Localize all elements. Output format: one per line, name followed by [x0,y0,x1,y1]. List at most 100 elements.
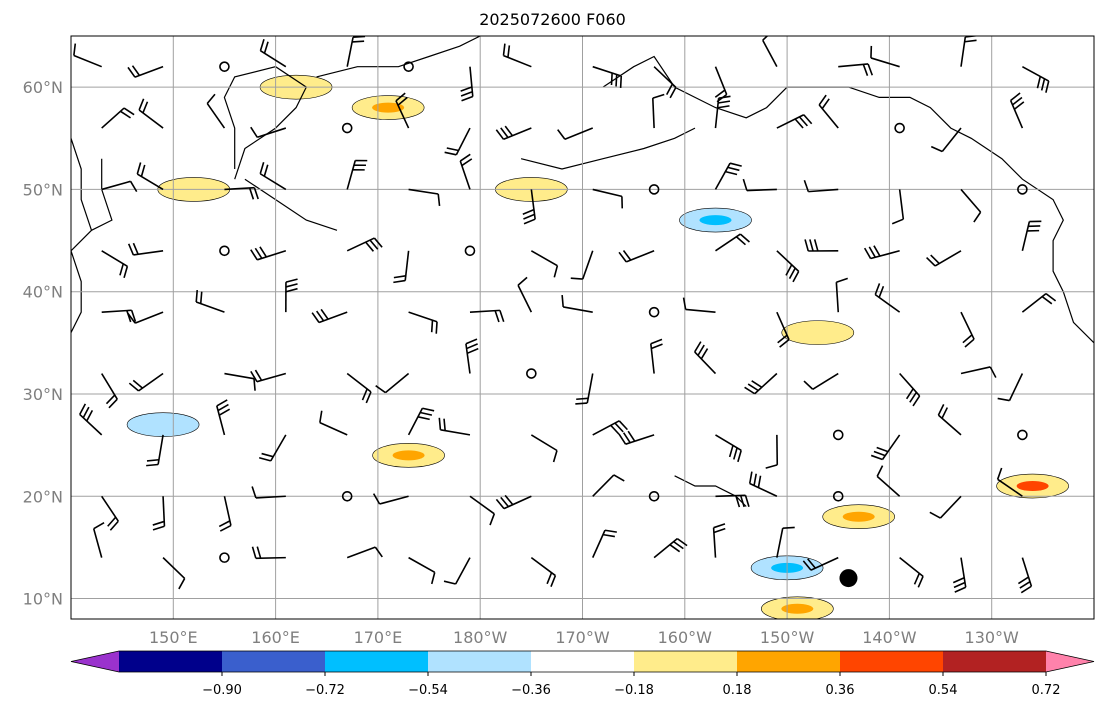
wind-barb [592,65,623,88]
shaded-region-6 [781,320,855,345]
wind-barb [863,245,900,260]
wind-barb [319,410,348,436]
colorbar-tick-label: −0.54 [408,683,448,698]
calm-wind-circle [403,61,414,72]
wind-barb [870,434,901,461]
wind-barb [929,495,962,519]
calm-wind-circle [219,552,230,563]
gridlines [71,36,1094,619]
calm-wind-circle [894,122,905,134]
wind-barb [395,92,410,129]
colorbar-tick-label: 0.18 [723,683,752,698]
wind-barb [216,399,231,436]
colorbar-segment [119,651,223,672]
lon-label: 160°E [251,628,300,647]
wind-barb [251,486,286,499]
wind-barb [459,153,473,190]
wind-barb [101,180,138,193]
colorbar: −0.90 −0.72 −0.54 −0.36 −0.18 0.18 0.36 0.54 0.7… [70,650,1095,698]
lon-label: 150°E [149,628,198,647]
wind-barb [561,294,593,313]
colorbar-extend-high [1046,651,1094,672]
wind-barb [443,557,471,585]
wind-barb [575,373,594,405]
wind-barb [997,373,1024,402]
shaded-core-7 [392,450,425,461]
wind-barb [79,403,103,436]
wind-barb [776,311,790,348]
wind-barb [835,277,848,313]
wind-barb [375,372,410,394]
wind-barb [224,186,259,200]
colorbar-tick-label: 0.36 [826,683,855,698]
wind-barb [407,407,435,436]
wind-barb [101,495,119,531]
wind-barb [224,372,256,391]
wind-barb [92,521,105,558]
wind-barb [218,496,232,532]
wind-barb [714,162,742,190]
wind-barb [570,250,594,280]
wind-barb [592,188,624,209]
calm-wind-circle [648,490,660,502]
wind-barb [762,36,778,68]
lon-label: 170°E [354,628,403,647]
wind-barb [346,237,383,252]
wind-barb [251,546,286,560]
wind-barb [960,366,997,378]
wind-barb [206,93,226,129]
wind-barb [346,36,366,67]
wind-barb [101,107,135,129]
wind-barb [592,420,628,436]
wind-barb [408,556,436,585]
colorbar-extend-low [71,651,119,672]
lon-label: 170°W [555,628,610,647]
wind-barb [152,496,166,531]
wind-barb [899,557,924,588]
colorbar-segment [325,651,429,672]
wind-barb [259,39,287,68]
coastline-chukotka [316,36,481,78]
calm-wind-circle [341,122,353,134]
coastline-kurils [244,178,338,231]
lat-label: 30°N [23,385,63,404]
wind-barb [372,493,409,505]
wind-barb [765,434,779,469]
coastline-alaska-northamerica [602,55,1094,344]
wind-barb [803,372,839,390]
wind-barb [530,556,557,588]
wind-barb [127,242,164,256]
wind-barb [73,43,102,68]
wind-barb [346,546,383,559]
wind-barb [1021,220,1042,251]
colorbar-segment [840,651,944,672]
wind-barb [127,65,164,78]
wind-barb [517,276,533,313]
wind-barb [960,311,975,348]
coastline-hawaii [674,475,747,507]
colorbar-tick-label: −0.18 [614,683,654,698]
wind-barb [495,125,532,141]
wind-barb [715,494,750,508]
wind-barb [926,250,962,267]
wind-barb [460,66,474,102]
colorbar-tick-label: 0.72 [1032,683,1061,698]
calm-wind-circle [526,368,537,379]
coastline-sakhalin [91,158,113,231]
wind-barb [128,372,164,392]
wind-barb [693,341,717,375]
wind-barb [682,297,716,313]
wind-barb [408,311,438,334]
wind-barb [776,526,795,558]
calm-wind-circle [1017,184,1028,195]
colorbar-segment [428,651,532,672]
lon-label: 150°W [760,628,815,647]
colorbar-segment [634,651,738,672]
lon-label: 140°W [862,628,917,647]
wind-barb [346,159,368,190]
wind-barb [162,557,186,590]
wind-barb [776,250,800,283]
wind-barb [712,523,726,558]
wind-barb [1017,557,1033,594]
colorbar-segment [222,651,326,672]
